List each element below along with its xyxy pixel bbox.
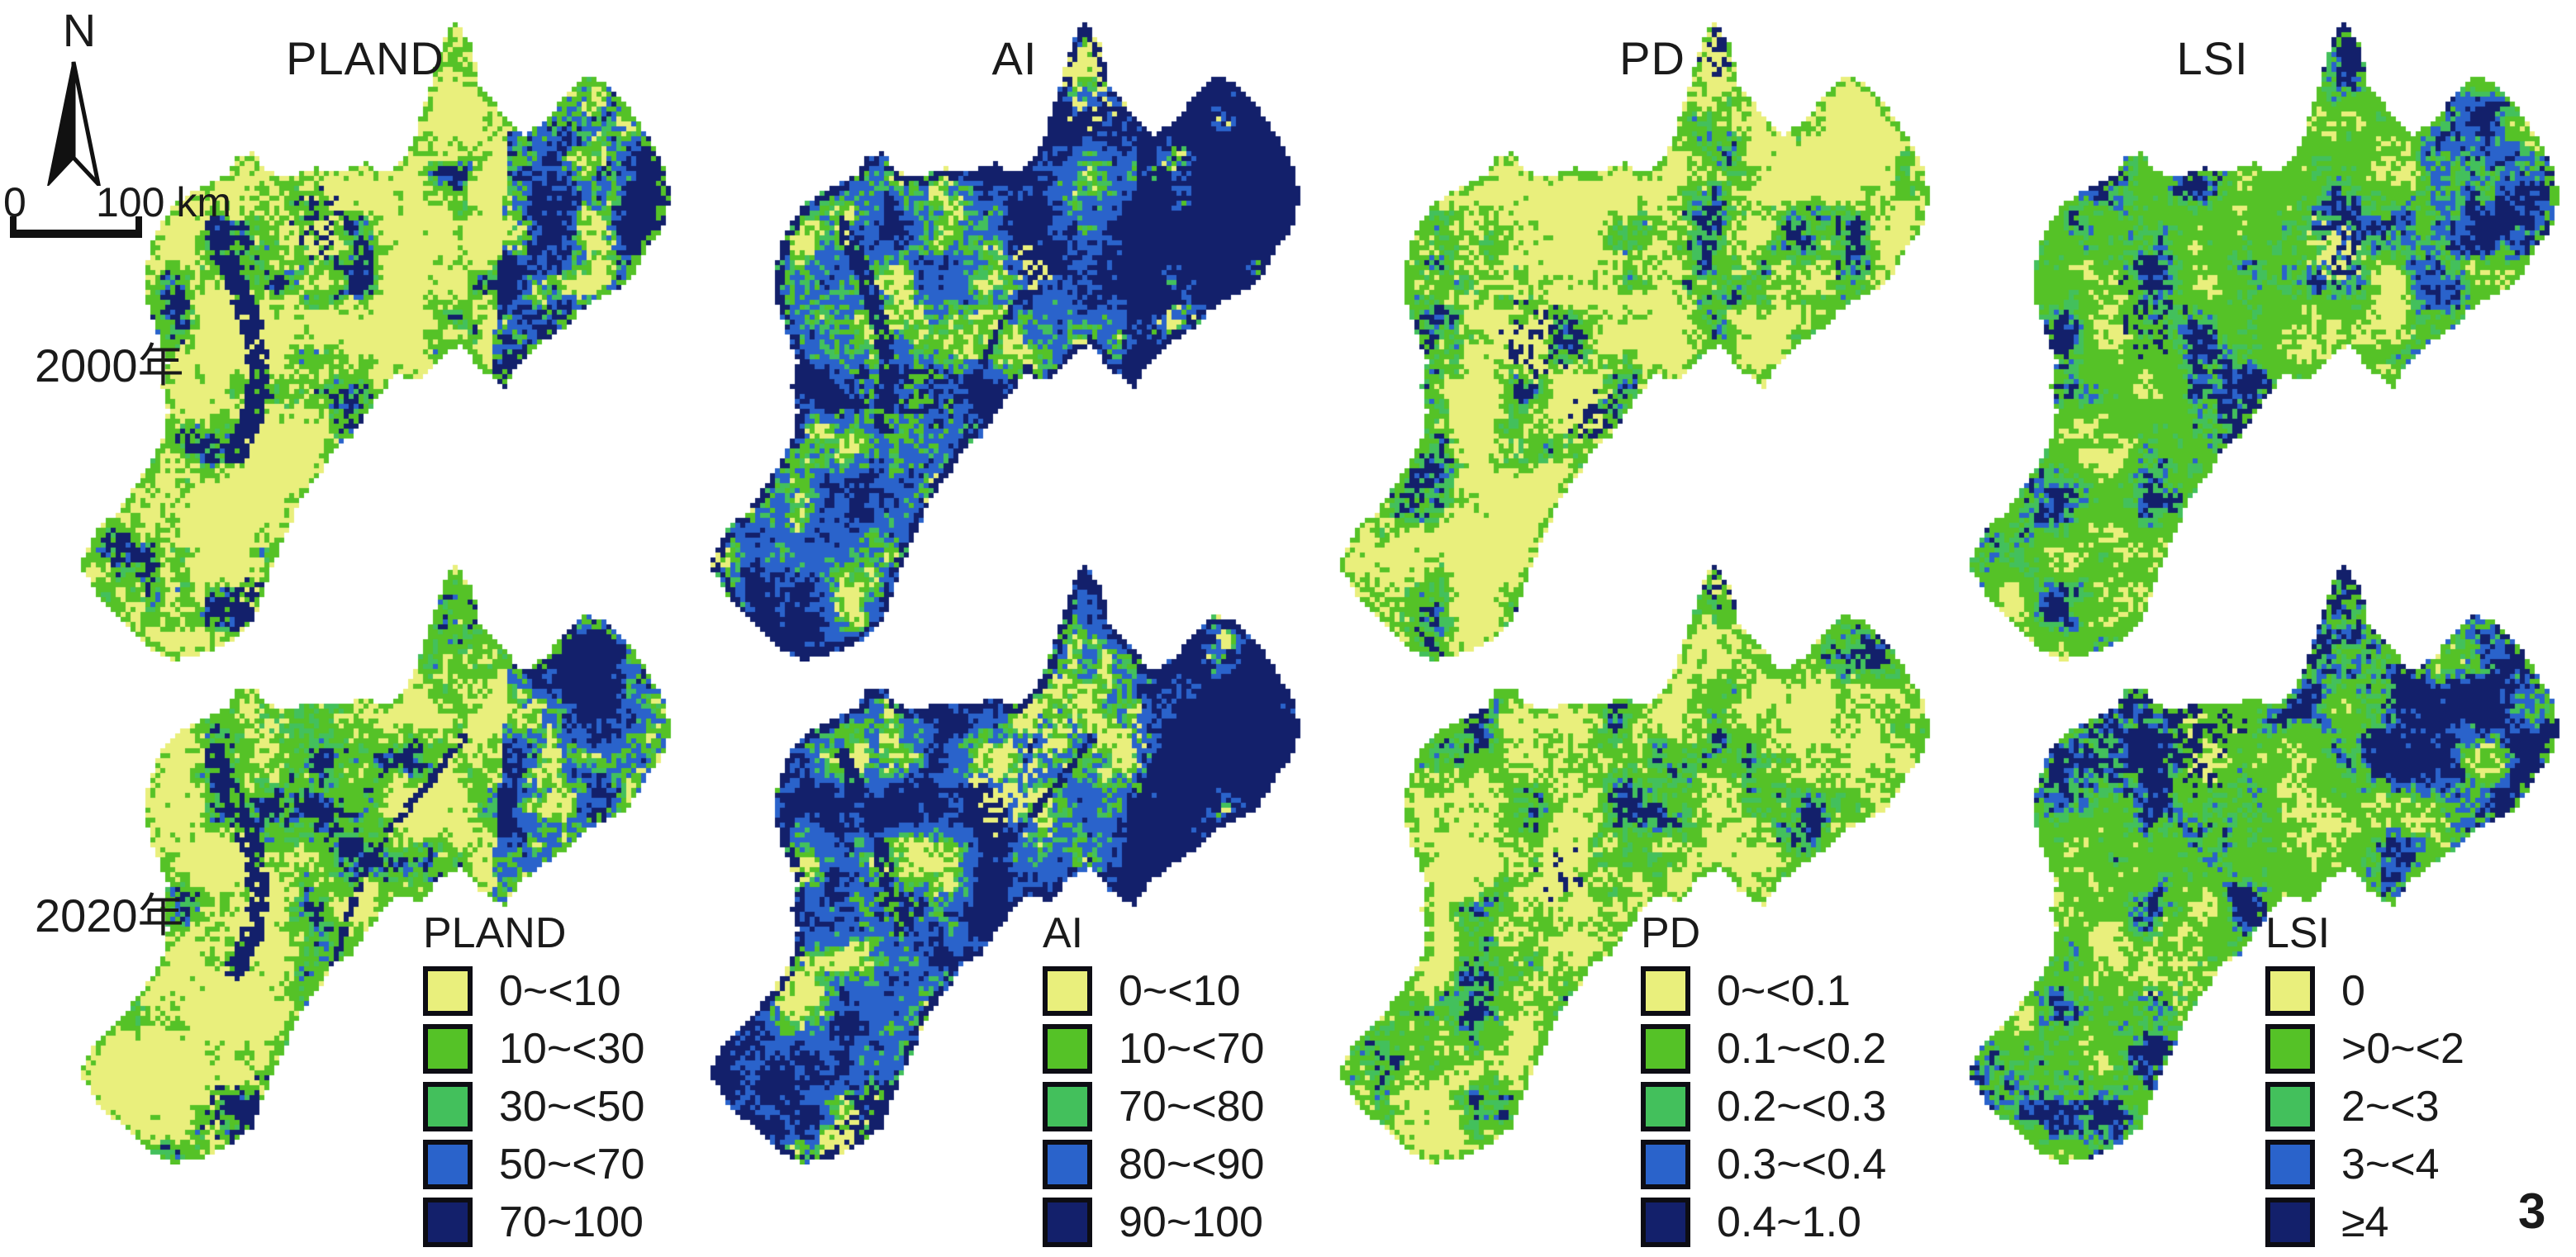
legend-swatch xyxy=(423,966,473,1016)
legend-item: 10~<30 xyxy=(423,1024,644,1074)
column-title-ai: AI xyxy=(991,32,1038,84)
legend-item: 0.1~<0.2 xyxy=(1641,1024,1886,1074)
legend-swatch xyxy=(1641,1140,1690,1189)
legend-swatch xyxy=(423,1024,473,1074)
north-label: N xyxy=(62,4,97,56)
legend-item: 3~<4 xyxy=(2265,1140,2464,1189)
legend-swatch xyxy=(2265,1082,2315,1131)
legend-item: 2~<3 xyxy=(2265,1082,2464,1131)
legend-label: 90~100 xyxy=(1119,1198,1263,1246)
legend-item: 0.4~1.0 xyxy=(1641,1198,1886,1247)
legend-title: LSI xyxy=(2265,909,2331,957)
legend-label: 70~100 xyxy=(499,1198,644,1246)
legend-item: 0.2~<0.3 xyxy=(1641,1082,1886,1131)
legend-swatch xyxy=(1641,966,1690,1016)
legend-item: 0 xyxy=(2265,966,2464,1016)
legend-swatch xyxy=(1641,1198,1690,1247)
map-pland-2000 xyxy=(76,12,691,662)
legend-swatch xyxy=(1043,1024,1092,1074)
legend-label: 10~<30 xyxy=(499,1025,645,1073)
map-ai-2020 xyxy=(706,555,1320,1165)
legend-swatch xyxy=(2265,966,2315,1016)
legend-item: 30~<50 xyxy=(423,1082,644,1131)
legend-item: 10~<70 xyxy=(1043,1024,1264,1074)
legend-label: 0~<10 xyxy=(1119,967,1241,1015)
legend-label: 0.3~<0.4 xyxy=(1717,1141,1887,1188)
map-pd-2000 xyxy=(1335,12,1950,662)
scale-tick-right xyxy=(135,216,142,230)
legend-swatch xyxy=(2265,1024,2315,1074)
legend-title: PD xyxy=(1641,909,1701,957)
map-lsi-2000 xyxy=(1965,12,2576,662)
legend-label: 0.4~1.0 xyxy=(1717,1198,1861,1246)
row-label-2000: 2000年 xyxy=(35,339,184,391)
map-pland-2020 xyxy=(76,555,691,1165)
legend-swatch xyxy=(2265,1140,2315,1189)
legend-lsi: LSI 0 >0~<2 2~<3 3~<4 ≥4 xyxy=(2265,908,2464,1255)
scale-bar-line xyxy=(10,230,142,238)
scale-bar: 0 100 km xyxy=(0,178,264,238)
legend-label: 0 xyxy=(2341,967,2365,1015)
legend-swatch xyxy=(1641,1082,1690,1131)
legend-label: 0.2~<0.3 xyxy=(1717,1083,1887,1131)
legend-item: >0~<2 xyxy=(2265,1024,2464,1074)
legend-swatch xyxy=(423,1198,473,1247)
legend-swatch xyxy=(1043,1140,1092,1189)
legend-swatch xyxy=(2265,1198,2315,1247)
legend-label: 50~<70 xyxy=(499,1141,645,1188)
legend-item: ≥4 xyxy=(2265,1198,2464,1247)
map-ai-2000 xyxy=(706,12,1320,662)
legend-label: 0~<10 xyxy=(499,967,621,1015)
legend-item: 50~<70 xyxy=(423,1140,644,1189)
legend-label: >0~<2 xyxy=(2341,1025,2464,1073)
legend-item: 80~<90 xyxy=(1043,1140,1264,1189)
legend-label: 70~<80 xyxy=(1119,1083,1265,1131)
legend-swatch xyxy=(1043,1198,1092,1247)
scale-end-label: 100 km xyxy=(96,179,231,225)
legend-pland: PLAND 0~<10 10~<30 30~<50 50~<70 70~100 xyxy=(423,908,644,1255)
page-number: 3 xyxy=(2518,1183,2546,1239)
column-title-pd: PD xyxy=(1619,32,1685,84)
scale-tick-left xyxy=(10,216,17,230)
legend-label: ≥4 xyxy=(2341,1198,2389,1246)
column-title-lsi: LSI xyxy=(2176,32,2249,84)
legend-label: 10~<70 xyxy=(1119,1025,1265,1073)
legend-item: 0~<10 xyxy=(1043,966,1264,1016)
legend-swatch xyxy=(423,1140,473,1189)
legend-pd: PD 0~<0.1 0.1~<0.2 0.2~<0.3 0.3~<0.4 0.4… xyxy=(1641,908,1886,1255)
legend-swatch xyxy=(423,1082,473,1131)
legend-swatch xyxy=(1043,966,1092,1016)
legend-item: 0~<10 xyxy=(423,966,644,1016)
row-label-2020: 2020年 xyxy=(35,889,184,942)
legend-label: 2~<3 xyxy=(2341,1083,2440,1131)
north-arrow-icon xyxy=(47,61,101,186)
legend-item: 0~<0.1 xyxy=(1641,966,1886,1016)
legend-swatch xyxy=(1641,1024,1690,1074)
legend-label: 0~<0.1 xyxy=(1717,967,1851,1015)
legend-item: 70~100 xyxy=(423,1198,644,1247)
legend-label: 80~<90 xyxy=(1119,1141,1265,1188)
legend-ai: AI 0~<10 10~<70 70~<80 80~<90 90~100 xyxy=(1043,908,1264,1255)
legend-item: 90~100 xyxy=(1043,1198,1264,1247)
legend-label: 3~<4 xyxy=(2341,1141,2440,1188)
legend-item: 70~<80 xyxy=(1043,1082,1264,1131)
legend-swatch xyxy=(1043,1082,1092,1131)
legend-title: AI xyxy=(1043,909,1084,957)
column-title-pland: PLAND xyxy=(286,32,444,84)
compass: N xyxy=(43,3,104,186)
legend-item: 0.3~<0.4 xyxy=(1641,1140,1886,1189)
legend-label: 30~<50 xyxy=(499,1083,645,1131)
legend-title: PLAND xyxy=(423,909,567,957)
legend-label: 0.1~<0.2 xyxy=(1717,1025,1887,1073)
